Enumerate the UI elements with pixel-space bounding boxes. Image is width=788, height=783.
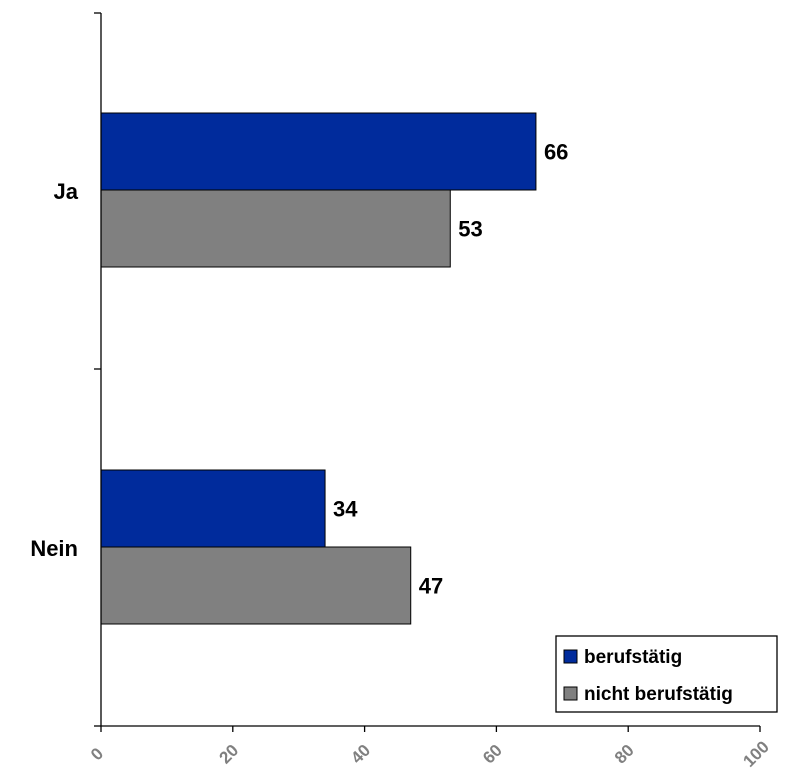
bar-nein-series-0	[100, 469, 326, 548]
legend-box	[555, 635, 778, 713]
axes-group	[94, 12, 761, 732]
bars-group	[100, 112, 537, 625]
x-tick-label-80: 80	[611, 741, 638, 768]
data-label-nein-series-1: 47	[419, 574, 443, 599]
data-label-ja-series-0: 66	[544, 140, 568, 165]
data-label-nein-series-0: 34	[333, 497, 358, 522]
legend-swatch-berufstaetig	[563, 649, 578, 664]
x-tick-labels-group: 0 20 40 60 80 100	[87, 737, 773, 770]
category-label-ja: Ja	[54, 179, 79, 204]
x-tick-label-40: 40	[347, 741, 374, 768]
x-tick-label-20: 20	[216, 741, 243, 768]
x-tick-label-0: 0	[87, 744, 107, 764]
legend-label-nicht-berufstaetig: nicht berufstätig	[584, 684, 733, 705]
value-labels-group: 66 53 34 47	[333, 140, 568, 599]
bar-ja-series-1	[100, 189, 451, 268]
bar-nein-series-1	[100, 546, 412, 625]
category-label-nein: Nein	[30, 536, 78, 561]
legend-label-berufstaetig: berufstätig	[584, 647, 682, 668]
data-label-ja-series-1: 53	[458, 217, 482, 242]
bar-ja-series-0	[100, 112, 537, 191]
legend: berufstätig nicht berufstätig	[555, 635, 778, 713]
x-tick-label-60: 60	[479, 741, 506, 768]
legend-swatch-nicht-berufstaetig	[563, 686, 578, 701]
x-tick-label-100: 100	[739, 737, 772, 770]
